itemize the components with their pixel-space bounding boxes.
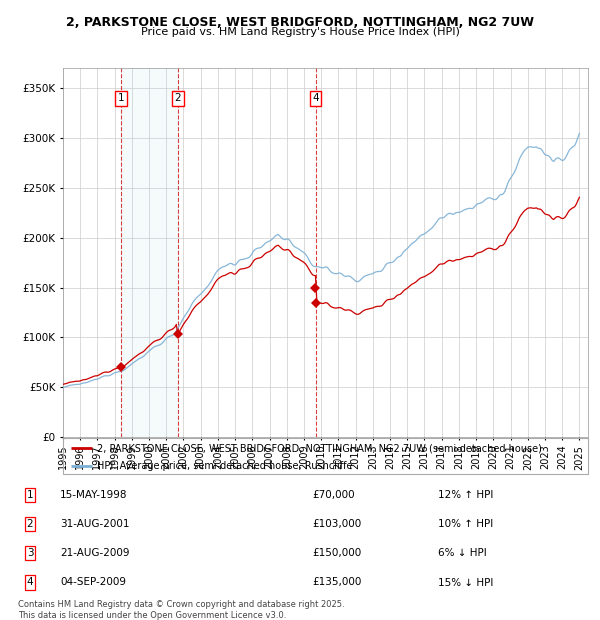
- Text: 31-AUG-2001: 31-AUG-2001: [60, 519, 130, 529]
- Text: 1: 1: [118, 93, 124, 103]
- Text: Price paid vs. HM Land Registry's House Price Index (HPI): Price paid vs. HM Land Registry's House …: [140, 27, 460, 37]
- Text: 4: 4: [26, 577, 34, 588]
- Text: 2, PARKSTONE CLOSE, WEST BRIDGFORD, NOTTINGHAM, NG2 7UW (semi-detached house): 2, PARKSTONE CLOSE, WEST BRIDGFORD, NOTT…: [97, 443, 542, 453]
- Text: 10% ↑ HPI: 10% ↑ HPI: [438, 519, 493, 529]
- Text: 2: 2: [175, 93, 181, 103]
- Text: 2: 2: [26, 519, 34, 529]
- Text: 12% ↑ HPI: 12% ↑ HPI: [438, 490, 493, 500]
- Text: 6% ↓ HPI: 6% ↓ HPI: [438, 548, 487, 559]
- Text: HPI: Average price, semi-detached house, Rushcliffe: HPI: Average price, semi-detached house,…: [97, 461, 353, 471]
- Text: £70,000: £70,000: [312, 490, 355, 500]
- Text: £150,000: £150,000: [312, 548, 361, 559]
- Text: 15% ↓ HPI: 15% ↓ HPI: [438, 577, 493, 588]
- Text: 4: 4: [312, 93, 319, 103]
- Text: 04-SEP-2009: 04-SEP-2009: [60, 577, 126, 588]
- Text: 15-MAY-1998: 15-MAY-1998: [60, 490, 128, 500]
- Text: £103,000: £103,000: [312, 519, 361, 529]
- Text: 1: 1: [26, 490, 34, 500]
- Text: Contains HM Land Registry data © Crown copyright and database right 2025.
This d: Contains HM Land Registry data © Crown c…: [18, 600, 344, 619]
- Text: £135,000: £135,000: [312, 577, 361, 588]
- Text: 21-AUG-2009: 21-AUG-2009: [60, 548, 130, 559]
- Text: 3: 3: [26, 548, 34, 559]
- Bar: [121, 68, 178, 437]
- Text: 2, PARKSTONE CLOSE, WEST BRIDGFORD, NOTTINGHAM, NG2 7UW: 2, PARKSTONE CLOSE, WEST BRIDGFORD, NOTT…: [66, 16, 534, 29]
